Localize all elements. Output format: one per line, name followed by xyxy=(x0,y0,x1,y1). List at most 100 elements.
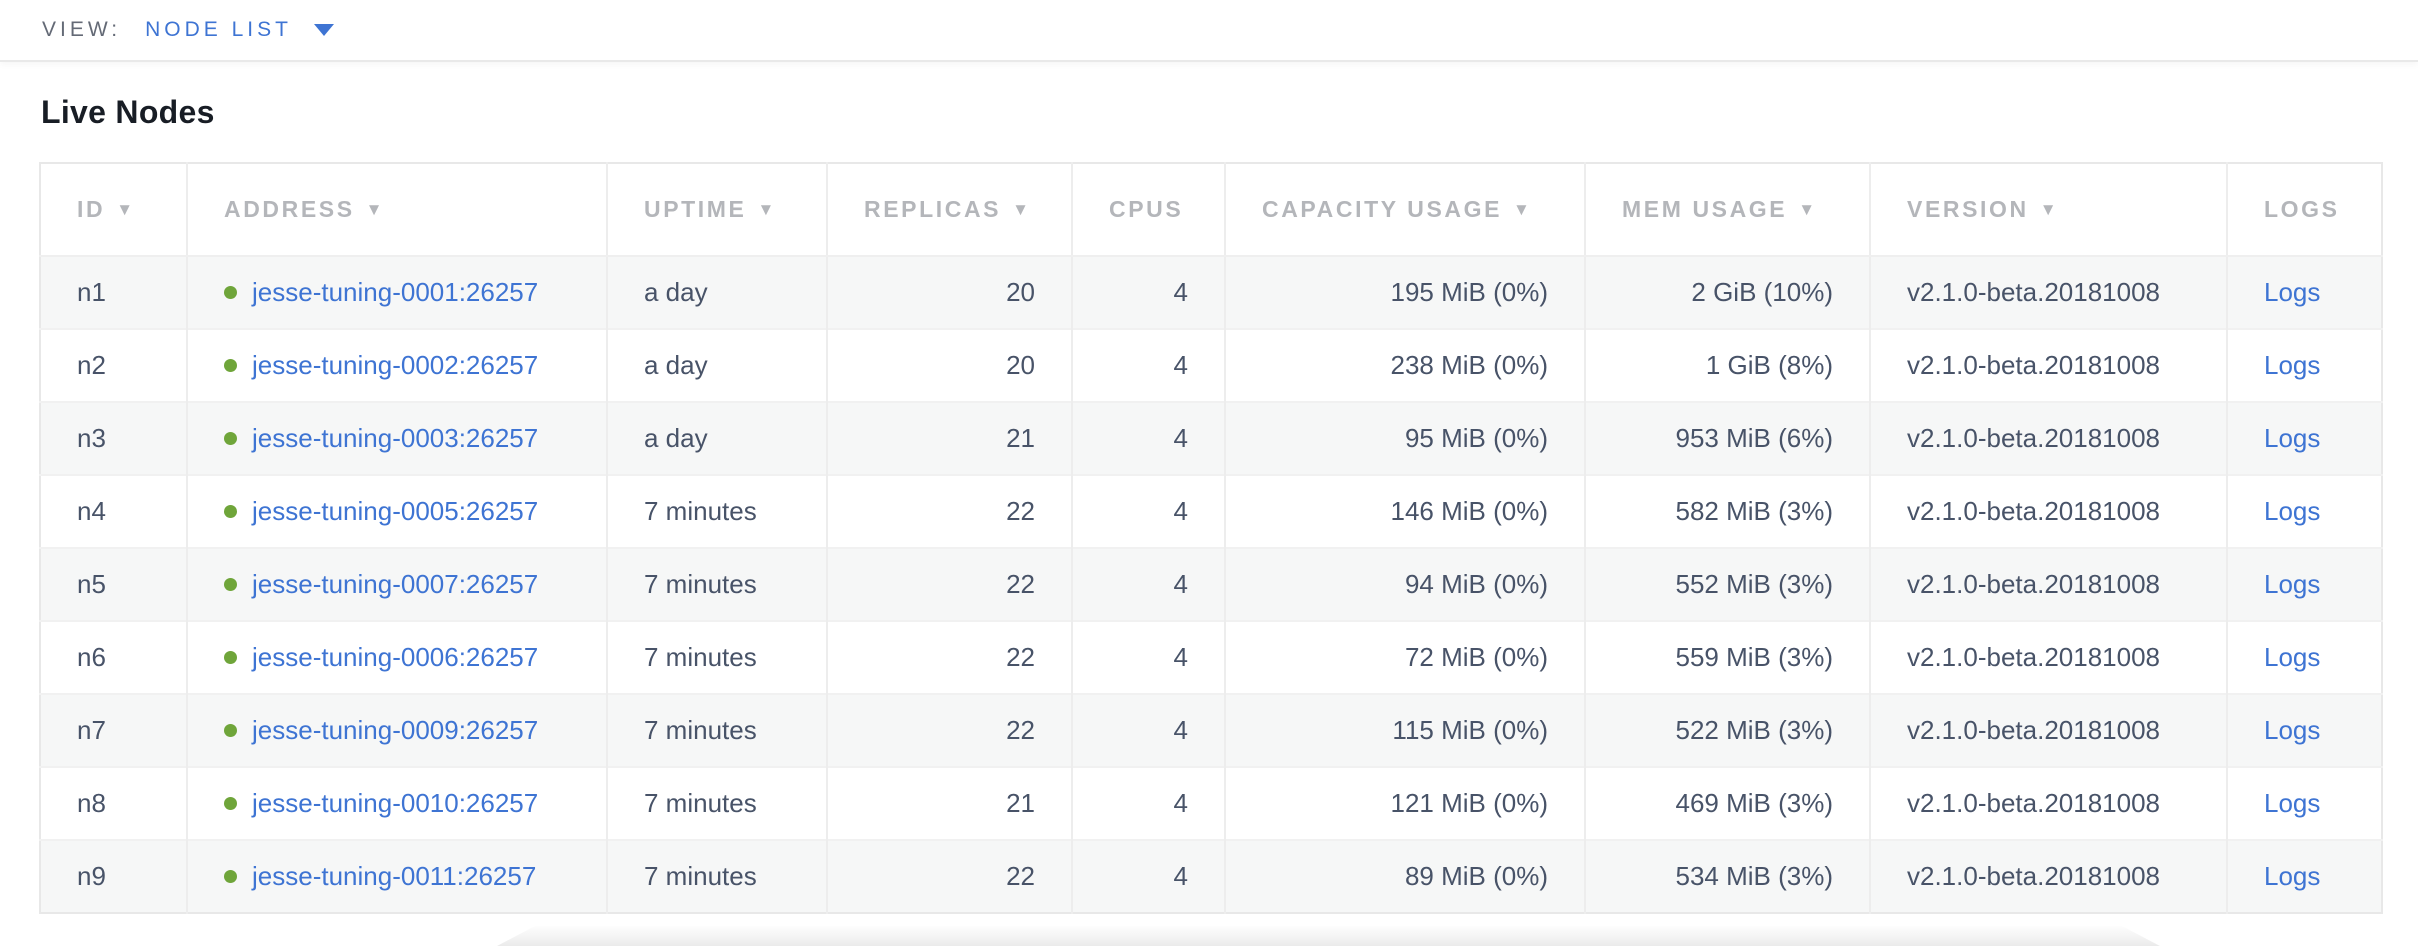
sort-desc-icon: ▼ xyxy=(116,200,136,219)
logs-link[interactable]: Logs xyxy=(2264,861,2321,891)
live-status-dot-icon xyxy=(224,578,237,591)
cell-mem-usage: 2 GiB (10%) xyxy=(1584,256,1870,329)
logs-link[interactable]: Logs xyxy=(2264,277,2321,307)
node-address-link[interactable]: jesse-tuning-0003:26257 xyxy=(252,423,539,453)
table-row: n6 jesse-tuning-0006:26257 7 minutes 22 … xyxy=(40,620,2382,694)
cell-replicas: 22 xyxy=(826,474,1072,548)
next-section-top-shadow xyxy=(497,926,2160,946)
cell-version: v2.1.0-beta.20181008 xyxy=(1869,693,2227,767)
node-address-link[interactable]: jesse-tuning-0007:26257 xyxy=(252,569,539,599)
cell-node-id: n7 xyxy=(40,693,187,767)
live-nodes-table: ID ▼ ADDRESS ▼ UPTIME ▼ REPLICAS ▼ CPUS CAPA… xyxy=(39,162,2383,914)
cell-logs: Logs xyxy=(2226,839,2382,913)
table-row: n8 jesse-tuning-0010:26257 7 minutes 21 … xyxy=(40,766,2382,840)
live-status-dot-icon xyxy=(224,286,237,299)
cell-uptime: a day xyxy=(606,256,827,329)
cell-node-id: n9 xyxy=(40,839,187,913)
logs-link[interactable]: Logs xyxy=(2264,569,2321,599)
cell-version: v2.1.0-beta.20181008 xyxy=(1869,620,2227,694)
logs-link[interactable]: Logs xyxy=(2264,496,2321,526)
cell-replicas: 22 xyxy=(826,620,1072,694)
sort-desc-icon: ▼ xyxy=(2039,200,2060,219)
sort-desc-icon: ▼ xyxy=(1798,200,1818,219)
sort-desc-icon: ▼ xyxy=(757,200,777,219)
cell-capacity-usage: 146 MiB (0%) xyxy=(1224,474,1585,548)
live-status-dot-icon xyxy=(224,797,237,810)
logs-link[interactable]: Logs xyxy=(2264,788,2321,818)
node-address-link[interactable]: jesse-tuning-0010:26257 xyxy=(252,788,539,818)
cell-capacity-usage: 238 MiB (0%) xyxy=(1224,328,1585,402)
sort-desc-icon: ▼ xyxy=(1012,200,1032,219)
table-row: n3 jesse-tuning-0003:26257 a day 21 4 95… xyxy=(40,401,2382,475)
cell-replicas: 22 xyxy=(826,547,1072,621)
cell-logs: Logs xyxy=(2226,401,2382,475)
view-selected-value: NODE LIST xyxy=(145,18,292,41)
logs-link[interactable]: Logs xyxy=(2264,423,2321,453)
cell-version: v2.1.0-beta.20181008 xyxy=(1869,474,2227,548)
node-address-link[interactable]: jesse-tuning-0009:26257 xyxy=(252,715,539,745)
cell-uptime: a day xyxy=(606,401,827,475)
column-header-mem-usage[interactable]: MEM USAGE ▼ xyxy=(1584,163,1870,257)
logs-link[interactable]: Logs xyxy=(2264,715,2321,745)
table-row: n9 jesse-tuning-0011:26257 7 minutes 22 … xyxy=(40,839,2382,913)
column-header-replicas[interactable]: REPLICAS ▼ xyxy=(826,163,1072,257)
column-header-uptime[interactable]: UPTIME ▼ xyxy=(606,163,827,257)
logs-link[interactable]: Logs xyxy=(2264,642,2321,672)
cell-replicas: 22 xyxy=(826,839,1072,913)
column-header-capacity-usage[interactable]: CAPACITY USAGE ▼ xyxy=(1224,163,1585,257)
view-label: VIEW: xyxy=(42,18,122,41)
cell-cpus: 4 xyxy=(1071,474,1225,548)
live-status-dot-icon xyxy=(224,359,237,372)
cell-node-id: n3 xyxy=(40,401,187,475)
cell-node-id: n5 xyxy=(40,547,187,621)
cell-mem-usage: 469 MiB (3%) xyxy=(1584,766,1870,840)
cell-address: jesse-tuning-0002:26257 xyxy=(186,328,607,402)
table-body: n1 jesse-tuning-0001:26257 a day 20 4 19… xyxy=(40,256,2382,913)
node-address-link[interactable]: jesse-tuning-0011:26257 xyxy=(252,861,537,891)
cell-uptime: 7 minutes xyxy=(606,766,827,840)
cell-logs: Logs xyxy=(2226,620,2382,694)
column-header-id[interactable]: ID ▼ xyxy=(40,163,187,257)
cell-node-id: n2 xyxy=(40,328,187,402)
node-address-link[interactable]: jesse-tuning-0005:26257 xyxy=(252,496,539,526)
cell-address: jesse-tuning-0009:26257 xyxy=(186,693,607,767)
cell-node-id: n6 xyxy=(40,620,187,694)
view-selector-dropdown[interactable]: NODE LIST xyxy=(145,18,334,42)
live-status-dot-icon xyxy=(224,505,237,518)
table-header-row: ID ▼ ADDRESS ▼ UPTIME ▼ REPLICAS ▼ CPUS CAPA… xyxy=(40,163,2382,257)
logs-link[interactable]: Logs xyxy=(2264,350,2321,380)
cell-address: jesse-tuning-0005:26257 xyxy=(186,474,607,548)
cell-cpus: 4 xyxy=(1071,620,1225,694)
column-header-address[interactable]: ADDRESS ▼ xyxy=(186,163,607,257)
live-status-dot-icon xyxy=(224,651,237,664)
cell-uptime: 7 minutes xyxy=(606,474,827,548)
node-address-link[interactable]: jesse-tuning-0006:26257 xyxy=(252,642,539,672)
live-status-dot-icon xyxy=(224,870,237,883)
page-title: Live Nodes xyxy=(41,94,215,130)
cell-cpus: 4 xyxy=(1071,401,1225,475)
cell-replicas: 21 xyxy=(826,766,1072,840)
cell-capacity-usage: 121 MiB (0%) xyxy=(1224,766,1585,840)
cell-version: v2.1.0-beta.20181008 xyxy=(1869,547,2227,621)
table-row: n5 jesse-tuning-0007:26257 7 minutes 22 … xyxy=(40,547,2382,621)
table-row: n7 jesse-tuning-0009:26257 7 minutes 22 … xyxy=(40,693,2382,767)
cell-version: v2.1.0-beta.20181008 xyxy=(1869,766,2227,840)
cell-logs: Logs xyxy=(2226,328,2382,402)
node-address-link[interactable]: jesse-tuning-0002:26257 xyxy=(252,350,539,380)
cell-node-id: n1 xyxy=(77,277,106,307)
cell-cpus: 4 xyxy=(1071,766,1225,840)
cell-capacity-usage: 89 MiB (0%) xyxy=(1224,839,1585,913)
node-address-link[interactable]: jesse-tuning-0001:26257 xyxy=(252,277,539,307)
cell-replicas: 22 xyxy=(826,693,1072,767)
cell-address: jesse-tuning-0006:26257 xyxy=(186,620,607,694)
cell-address: jesse-tuning-0010:26257 xyxy=(186,766,607,840)
column-header-cpus: CPUS xyxy=(1071,163,1225,257)
cell-version: v2.1.0-beta.20181008 xyxy=(1869,839,2227,913)
cell-capacity-usage: 115 MiB (0%) xyxy=(1224,693,1585,767)
cell-logs: Logs xyxy=(2226,766,2382,840)
view-bar: VIEW: NODE LIST xyxy=(0,0,2418,62)
live-status-dot-icon xyxy=(224,432,237,445)
cell-capacity-usage: 72 MiB (0%) xyxy=(1224,620,1585,694)
column-header-version[interactable]: VERSION ▼ xyxy=(1869,163,2227,257)
cell-logs: Logs xyxy=(2226,474,2382,548)
